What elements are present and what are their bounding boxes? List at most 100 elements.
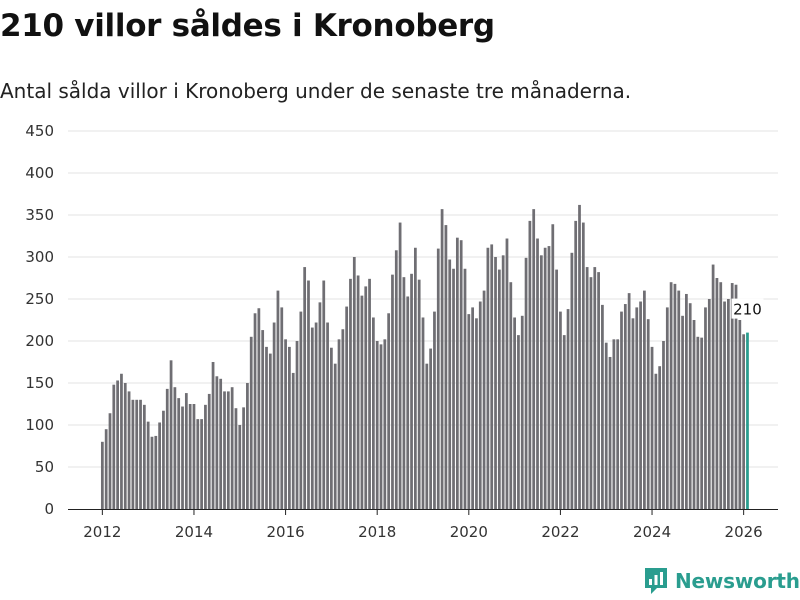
bar (173, 387, 177, 509)
bar (333, 363, 337, 509)
bar (154, 435, 158, 509)
bar (406, 296, 410, 509)
bar (204, 404, 207, 509)
bar (162, 410, 165, 509)
bar (123, 383, 127, 509)
bar (513, 317, 516, 509)
x-axis-ticks: 2012 2014 2016 2018 2020 2022 2024 2026 (83, 509, 763, 541)
x-tick-label: 2014 (175, 523, 213, 541)
bar (646, 319, 650, 509)
bar (272, 322, 276, 509)
bar (417, 279, 421, 509)
bar (639, 301, 642, 509)
y-tick-label: 200 (25, 332, 54, 350)
bar (223, 391, 226, 509)
bar (547, 246, 551, 509)
bar (314, 322, 318, 509)
bar (658, 366, 662, 509)
bar (307, 280, 310, 509)
y-tick-label: 50 (35, 458, 54, 476)
bar (360, 295, 364, 509)
bar (719, 282, 723, 509)
bar (288, 346, 291, 509)
bar (207, 393, 211, 509)
bar (280, 307, 284, 509)
bar (601, 304, 604, 509)
bar (581, 222, 585, 509)
bar (158, 422, 161, 509)
bar (589, 277, 593, 509)
bar (562, 335, 566, 509)
bar (410, 273, 413, 509)
bar (364, 286, 368, 509)
bar (112, 384, 116, 509)
bar (150, 436, 154, 509)
bar (368, 278, 371, 509)
bar (169, 360, 173, 509)
bar (268, 353, 272, 509)
bar (165, 388, 169, 509)
bars (100, 204, 749, 510)
y-tick-label: 300 (25, 248, 54, 266)
bar (181, 406, 184, 509)
bar (238, 425, 242, 509)
bar (593, 267, 597, 509)
bar (234, 408, 238, 509)
bar (608, 356, 612, 509)
bar (643, 290, 646, 509)
bar (330, 347, 333, 509)
bar (303, 267, 307, 509)
bar (436, 248, 440, 509)
bar (200, 419, 203, 509)
bar (429, 348, 433, 509)
bar (711, 264, 715, 509)
bar (337, 339, 341, 509)
bar (215, 376, 219, 509)
bar (734, 284, 738, 509)
y-tick-label: 400 (25, 164, 54, 182)
bar (246, 383, 249, 509)
bar (230, 387, 234, 509)
bar (387, 313, 391, 509)
bar (421, 317, 425, 509)
bar (131, 399, 135, 509)
bar (391, 274, 394, 509)
bar (688, 303, 692, 509)
y-tick-label: 350 (25, 206, 54, 224)
bar (196, 419, 200, 509)
bar (631, 318, 635, 509)
x-tick-label: 2012 (83, 523, 121, 541)
bar (536, 238, 539, 509)
brand-logo: Newsworthy (643, 566, 800, 596)
bar (242, 407, 245, 509)
bar-chart: 0 50 100 150 200 250 300 350 400 450 2012 2014 2016… (25, 122, 778, 541)
bar (475, 318, 478, 509)
bar (116, 380, 119, 509)
bar (322, 280, 326, 509)
bar (635, 307, 639, 509)
bar (394, 250, 398, 509)
bar (505, 238, 509, 509)
bar (249, 336, 253, 509)
chart-subtitle: Antal sålda villor i Kronoberg under de … (0, 79, 632, 103)
bar (463, 268, 467, 509)
bar (677, 290, 681, 509)
bar (494, 257, 497, 509)
bar (135, 399, 139, 509)
bar (616, 339, 620, 509)
y-tick-label: 0 (44, 500, 54, 518)
bar (108, 413, 112, 509)
bar (715, 278, 719, 509)
bar (738, 320, 742, 509)
newsworthy-logo-icon (645, 568, 667, 594)
bar (539, 255, 543, 509)
annotations: 210 (731, 298, 764, 319)
bar (482, 290, 486, 509)
bar (627, 293, 631, 509)
x-tick-label: 2024 (633, 523, 671, 541)
bar (299, 311, 303, 509)
bar (398, 222, 402, 509)
bar (520, 315, 524, 509)
bar (310, 327, 314, 509)
bar (497, 269, 501, 509)
